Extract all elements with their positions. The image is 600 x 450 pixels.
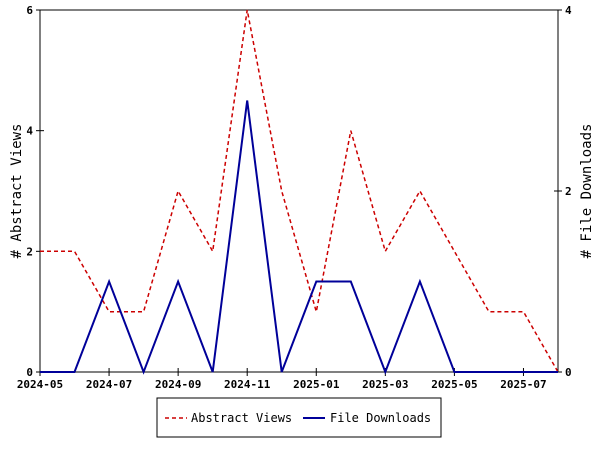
x-tick-label: 2025-07 bbox=[500, 378, 546, 391]
left-tick-label: 2 bbox=[26, 245, 33, 258]
left-axis-title: # Abstract Views bbox=[9, 124, 25, 259]
legend-label-abstract-views: Abstract Views bbox=[191, 411, 292, 425]
series-line-file-downloads bbox=[40, 100, 558, 375]
series-line-abstract-views bbox=[40, 9, 559, 373]
x-tick-label: 2025-01 bbox=[293, 378, 340, 391]
x-tick-label: 2025-05 bbox=[431, 378, 477, 391]
left-tick-label: 4 bbox=[26, 125, 33, 138]
right-tick-label: 2 bbox=[565, 185, 572, 198]
x-tick-label: 2025-03 bbox=[362, 378, 408, 391]
left-tick-label: 0 bbox=[26, 366, 33, 379]
legend: Abstract Views File Downloads bbox=[156, 397, 442, 438]
series-layer bbox=[40, 9, 559, 375]
legend-label-file-downloads: File Downloads bbox=[330, 411, 431, 425]
left-tick-label: 6 bbox=[26, 4, 33, 17]
right-tick-label: 0 bbox=[565, 366, 572, 379]
x-tick-label: 2024-07 bbox=[86, 378, 132, 391]
legend-box bbox=[156, 397, 442, 438]
x-tick-label: 2024-05 bbox=[17, 378, 63, 391]
right-axis-title: # File Downloads bbox=[579, 124, 595, 259]
plot-area bbox=[39, 9, 559, 373]
x-tick-label: 2024-11 bbox=[224, 378, 271, 391]
right-tick-label: 4 bbox=[565, 4, 572, 17]
x-tick-label: 2024-09 bbox=[155, 378, 201, 391]
